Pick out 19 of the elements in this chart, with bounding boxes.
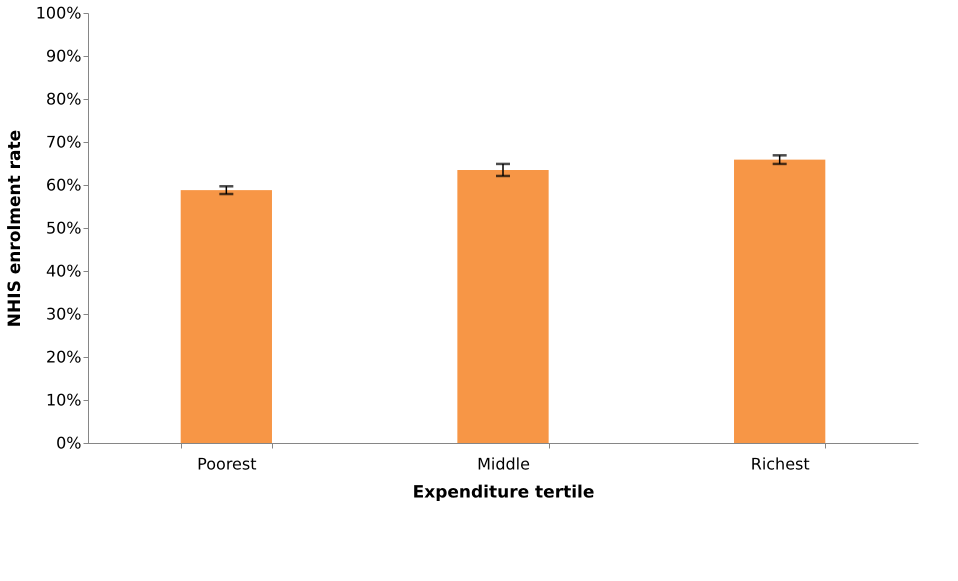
x-tick-label: Middle [477,454,530,474]
bar [180,190,272,443]
bar [734,160,826,443]
y-tick-label: 30% [46,304,82,324]
y-tick-label: 10% [46,390,82,410]
x-tick-label: Poorest [197,454,257,474]
y-tick-label: 40% [46,262,82,280]
x-tick-label: Richest [750,454,810,474]
y-tick-label: 20% [46,348,82,366]
y-tick-label: 80% [46,90,82,108]
y-tick-label: 90% [46,46,82,66]
y-tick-label: 50% [46,218,82,238]
bar [457,170,549,443]
y-tick-label: 70% [46,132,82,152]
y-axis-title: NHIS enrolment rate [4,130,25,328]
y-tick-label: 60% [46,176,82,194]
x-axis-title: Expenditure tertile [412,482,594,502]
y-tick-label: 0% [56,434,82,452]
y-tick-label: 100% [36,4,82,22]
